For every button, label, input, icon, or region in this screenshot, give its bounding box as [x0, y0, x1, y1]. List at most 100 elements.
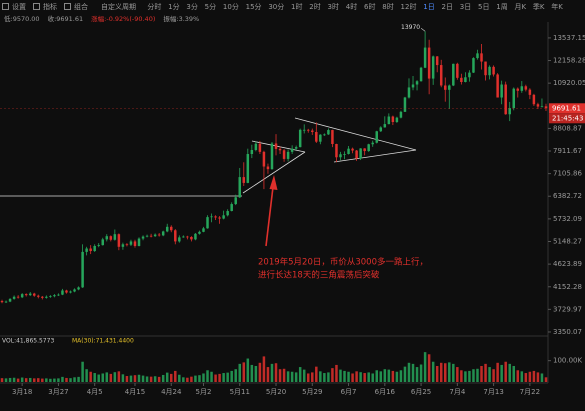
candle-body — [355, 150, 358, 159]
interval-button[interactable]: 2时 — [309, 2, 321, 11]
annotation: 进行长达18天的三角震荡后突破 — [258, 270, 380, 281]
volume-bar — [339, 369, 342, 382]
candle-body — [351, 148, 354, 151]
candle-body — [391, 116, 395, 123]
candle-body — [302, 129, 306, 131]
interval-button[interactable]: 季K — [532, 2, 545, 11]
volume-bar — [504, 361, 507, 382]
toolbar-button[interactable]: 指标 — [31, 2, 62, 12]
volume-bar — [335, 364, 338, 382]
interval-button[interactable]: 15分 — [245, 2, 262, 11]
candle-body — [45, 296, 48, 298]
interval-button[interactable]: 5日 — [477, 2, 490, 11]
interval-button[interactable]: 6时 — [364, 2, 376, 11]
volume-bar — [24, 378, 28, 382]
interval-button[interactable]: 年K — [551, 2, 563, 11]
volume-bar — [121, 374, 125, 382]
volume-bar — [210, 371, 213, 382]
period-button[interactable]: 自定义周期 — [101, 2, 136, 11]
info-item: 涨幅:-0.92%(-90.40) — [91, 15, 156, 23]
volume-bar — [294, 372, 298, 382]
candle-body — [222, 215, 225, 219]
volume-bar — [403, 366, 407, 382]
interval-button[interactable]: 分时 — [147, 2, 162, 11]
volume-bar — [194, 375, 197, 382]
interval-button[interactable]: 10分 — [222, 2, 239, 11]
candle-body — [427, 47, 431, 79]
interval-button[interactable]: 月K — [514, 2, 527, 11]
candle-body — [520, 86, 524, 91]
candle-body — [294, 147, 298, 149]
interval-button[interactable]: 3日 — [459, 2, 472, 11]
volume-bar — [250, 364, 254, 382]
candle-body — [528, 89, 532, 95]
volume-bar — [165, 372, 169, 382]
toolbar-button[interactable]: 设置 — [0, 2, 31, 12]
volume-bar — [81, 361, 84, 382]
candle-body — [512, 88, 515, 109]
candle-body — [49, 296, 52, 298]
volume-bar — [16, 378, 20, 382]
candle-body — [12, 296, 16, 299]
volume-bar — [512, 366, 515, 382]
candle-body — [307, 129, 310, 131]
interval-button[interactable]: 5分 — [204, 2, 217, 11]
volume-bar — [536, 372, 540, 382]
candle-body — [53, 295, 56, 297]
x-tick-label: 7月4 — [449, 388, 465, 396]
candle-body — [476, 53, 479, 59]
volume-legend: VOL:41,865.5773 — [2, 338, 54, 345]
interval-button[interactable]: 3时 — [327, 2, 339, 11]
interval-button[interactable]: 2日 — [441, 2, 453, 11]
interval-button[interactable]: 1周 — [496, 2, 508, 11]
volume-bar — [343, 370, 346, 382]
interval-button[interactable]: 4时 — [345, 2, 358, 11]
candle-body — [165, 226, 169, 232]
candle-body — [230, 204, 233, 212]
toolbar-button[interactable]: 组合 — [62, 2, 93, 12]
y-tick-label: 3729.97 — [553, 305, 582, 313]
volume-bar — [274, 363, 278, 382]
volume-bar — [302, 369, 306, 382]
candle-body — [258, 143, 262, 152]
volume-bar — [65, 377, 68, 382]
y-tick-label: 5732.09 — [553, 215, 582, 223]
candle-body — [460, 77, 463, 83]
candle-body — [387, 116, 391, 125]
volume-bar — [540, 373, 544, 382]
volume-bar — [28, 377, 32, 382]
candle-body — [484, 61, 487, 76]
candle-body — [423, 47, 427, 68]
volume-bar — [371, 373, 374, 382]
interval-button[interactable]: 1日 — [423, 2, 435, 11]
interval-button[interactable]: 30分 — [268, 2, 285, 11]
triangle-line — [294, 117, 417, 151]
candle-body — [375, 131, 378, 143]
candle-body — [125, 244, 129, 246]
interval-button[interactable]: 1分 — [168, 2, 180, 11]
candle-body — [129, 241, 133, 245]
interval-button[interactable]: 8时 — [382, 2, 394, 11]
candle-body — [28, 293, 32, 296]
candle-body — [290, 148, 294, 152]
interval-button[interactable]: 1时 — [291, 2, 303, 11]
candle-body — [488, 66, 491, 76]
candle-body — [492, 66, 495, 75]
volume-bar — [500, 364, 503, 382]
annotation: 2019年5月20日，币价从3000多一路上行， — [258, 257, 428, 268]
volume-bar — [137, 374, 141, 382]
info-item: 低:9570.00 — [4, 15, 40, 23]
candle-body — [532, 94, 536, 105]
candle-body — [157, 234, 161, 236]
candle-body — [367, 144, 370, 152]
candle-body — [4, 301, 8, 303]
volume-bar — [431, 361, 435, 382]
x-tick-label: 3月18 — [12, 388, 32, 396]
volume-bar — [206, 370, 209, 382]
candle-body — [323, 134, 326, 136]
volume-bar — [298, 367, 302, 382]
interval-button[interactable]: 12时 — [400, 2, 417, 11]
volume-bar — [319, 371, 322, 382]
interval-button[interactable]: 3分 — [186, 2, 198, 11]
